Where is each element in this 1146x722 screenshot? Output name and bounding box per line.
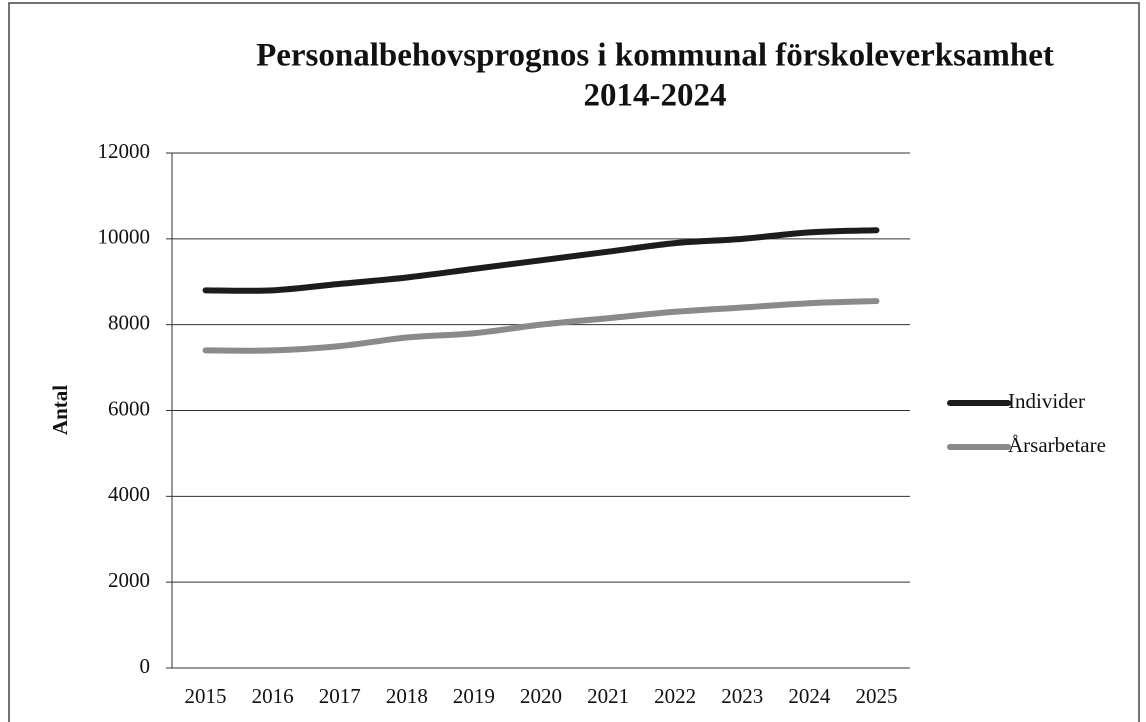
y-axis-label: Antal [48, 385, 72, 435]
x-tick-label: 2020 [520, 684, 562, 708]
x-tick-label: 2017 [319, 684, 361, 708]
y-tick-label: 12000 [98, 139, 151, 163]
y-tick-label: 2000 [108, 568, 150, 592]
chart-frame [8, 2, 1140, 722]
y-tick-label: 10000 [98, 225, 151, 249]
x-tick-label: 2023 [721, 684, 763, 708]
x-tick-label: 2015 [185, 684, 227, 708]
legend-label: Årsarbetare [1008, 433, 1106, 457]
x-tick-label: 2019 [453, 684, 495, 708]
chart-title: Personalbehovsprognos i kommunal förskol… [256, 38, 1054, 74]
y-tick-label: 6000 [108, 396, 150, 420]
x-tick-label: 2024 [788, 684, 831, 708]
x-tick-label: 2018 [386, 684, 428, 708]
x-tick-label: 2021 [587, 684, 629, 708]
chart-title: 2014-2024 [584, 78, 727, 114]
x-tick-label: 2025 [855, 684, 897, 708]
y-tick-label: 4000 [108, 482, 150, 506]
series-line [202, 227, 880, 294]
legend-label: Individer [1008, 389, 1085, 413]
y-tick-label: 8000 [108, 310, 150, 334]
x-tick-label: 2016 [252, 684, 294, 708]
x-tick-label: 2022 [654, 684, 696, 708]
y-tick-label: 0 [140, 654, 151, 678]
series-line [202, 298, 880, 354]
